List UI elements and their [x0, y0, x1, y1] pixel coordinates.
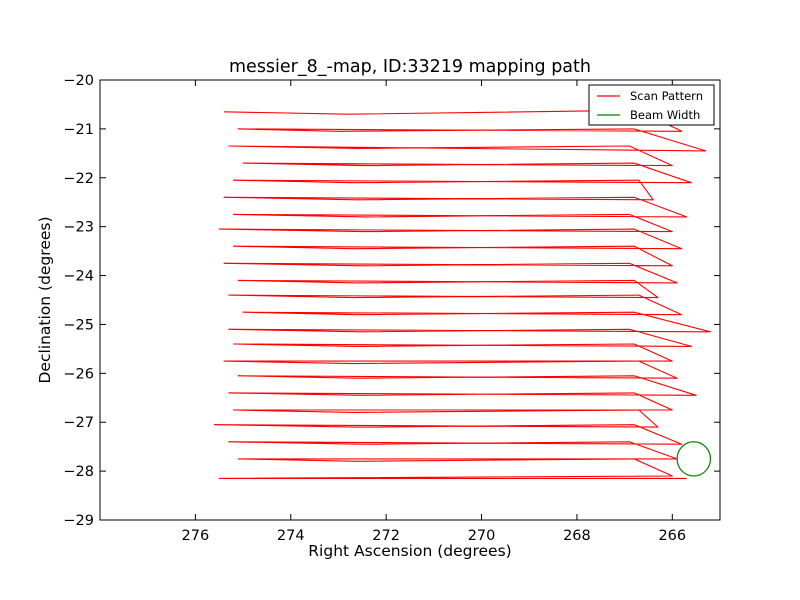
series-line-scan-pattern — [213, 109, 712, 479]
plot-layer — [213, 109, 712, 479]
y-tick-label: −22 — [63, 171, 94, 187]
x-tick-label: 276 — [182, 528, 210, 544]
plot-data-group — [213, 109, 712, 479]
chart-title: messier_8_-map, ID:33219 mapping path — [229, 57, 591, 77]
x-tick-label: 268 — [563, 528, 591, 544]
x-tick-label: 274 — [277, 528, 305, 544]
legend: Scan Pattern Beam Width — [588, 84, 715, 126]
legend-label-scan-pattern: Scan Pattern — [630, 89, 703, 103]
legend-box — [588, 84, 715, 126]
y-axis-title: Declination (degrees) — [36, 216, 54, 383]
y-tick-label: −27 — [63, 415, 94, 431]
y-tick-label: −29 — [63, 513, 94, 529]
x-tick-label: 270 — [468, 528, 496, 544]
legend-label-beam-width: Beam Width — [630, 108, 700, 122]
x-axis-title: Right Ascension (degrees) — [308, 542, 511, 560]
y-tick-label: −26 — [63, 366, 94, 382]
y-tick-label: −25 — [63, 317, 94, 333]
tick-layer: 276 274 272 270 268 266 −29 −28 −27 −26 −25 −24 −23 −… — [63, 73, 720, 544]
x-tick-label: 266 — [658, 528, 686, 544]
x-tick-label: 272 — [372, 528, 400, 544]
y-tick-label: −24 — [63, 269, 94, 285]
plot-frame — [99, 79, 721, 521]
y-tick-label: −20 — [63, 73, 94, 89]
y-tick-label: −23 — [63, 220, 94, 236]
y-tick-label: −28 — [63, 464, 94, 480]
y-tick-label: −21 — [63, 122, 94, 138]
beam-width-circle — [676, 441, 712, 477]
